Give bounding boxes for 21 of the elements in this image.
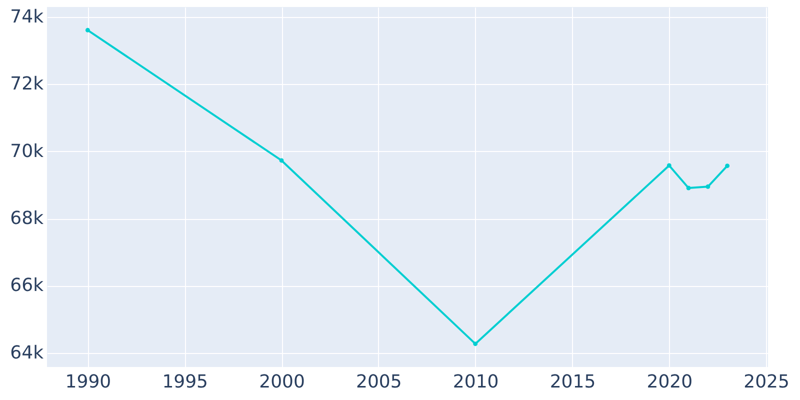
y-tick-label: 70k (10, 140, 44, 162)
point (686, 186, 691, 190)
x-tick-label: 2000 (259, 372, 305, 392)
y-tick-label: 68k (10, 208, 44, 230)
x-tick-label: 2025 (744, 372, 790, 392)
point (706, 184, 710, 189)
y-tick-label: 66k (10, 275, 44, 296)
point (279, 158, 284, 163)
point (725, 164, 730, 168)
point (85, 28, 90, 32)
x-tick-label: 1995 (162, 372, 208, 392)
x-tick-label: 2015 (550, 372, 596, 392)
x-tick-label: 2020 (646, 372, 693, 392)
y-tick-label: 64k (10, 342, 44, 364)
x-tick-label: 1990 (65, 372, 112, 392)
point (473, 342, 478, 346)
point (666, 163, 672, 168)
x-tick-label: 2010 (452, 372, 499, 392)
y-tick-label: 74k (10, 6, 44, 28)
x-tick-label: 2005 (356, 372, 402, 392)
y-tick-label: 72k (10, 74, 44, 95)
